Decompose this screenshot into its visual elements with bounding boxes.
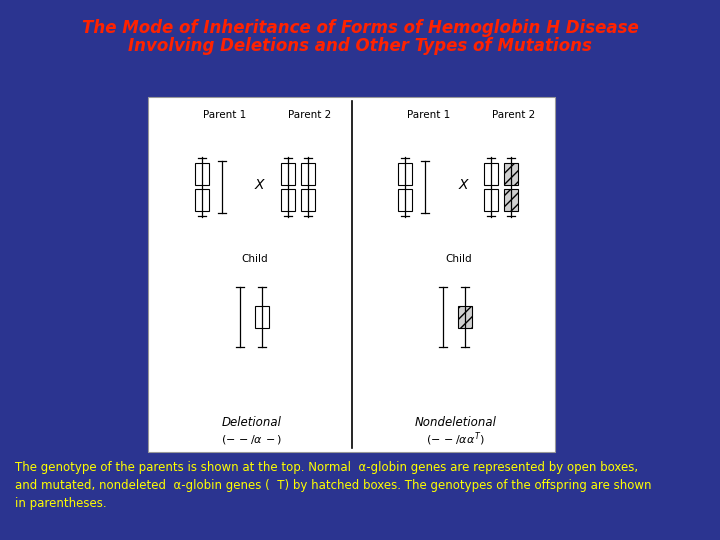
Text: Parent 1: Parent 1 <box>407 110 450 120</box>
Bar <box>504 163 518 185</box>
Bar <box>485 189 498 211</box>
Bar <box>148 97 555 452</box>
Bar <box>301 163 315 185</box>
Bar <box>504 189 518 211</box>
Text: X: X <box>255 178 264 192</box>
Text: Deletional: Deletional <box>222 415 282 429</box>
Bar <box>301 189 315 211</box>
Bar <box>398 189 413 211</box>
Text: Child: Child <box>445 254 472 264</box>
Text: ($-\,-/\alpha\alpha^T$): ($-\,-/\alpha\alpha^T$) <box>426 430 485 448</box>
Text: Parent 2: Parent 2 <box>492 110 535 120</box>
Bar <box>458 306 472 328</box>
Text: Child: Child <box>241 254 268 264</box>
Bar <box>398 163 413 185</box>
Text: X: X <box>459 178 468 192</box>
Bar <box>255 306 269 328</box>
Text: The Mode of Inheritance of Forms of Hemoglobin H Disease: The Mode of Inheritance of Forms of Hemo… <box>81 19 639 37</box>
Text: ($-\,-/\alpha\,-$): ($-\,-/\alpha\,-$) <box>221 433 282 446</box>
Bar <box>485 163 498 185</box>
Bar <box>194 189 209 211</box>
Bar <box>281 163 294 185</box>
Text: Parent 1: Parent 1 <box>203 110 246 120</box>
Text: Nondeletional: Nondeletional <box>414 415 496 429</box>
Bar <box>194 163 209 185</box>
Text: Parent 2: Parent 2 <box>288 110 331 120</box>
Bar <box>281 189 294 211</box>
Text: Involving Deletions and Other Types of Mutations: Involving Deletions and Other Types of M… <box>128 37 592 55</box>
Text: The genotype of the parents is shown at the top. Normal  α-globin genes are repr: The genotype of the parents is shown at … <box>15 461 652 510</box>
